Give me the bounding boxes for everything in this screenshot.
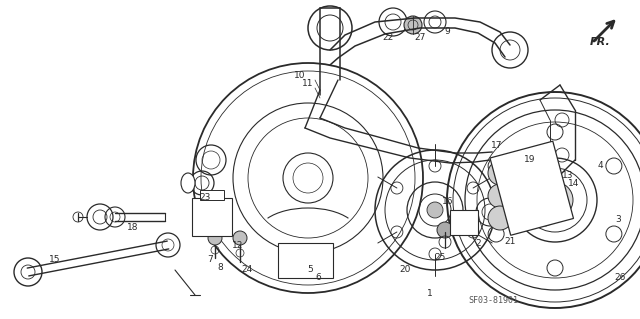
Text: 11: 11 [302, 78, 314, 87]
Text: 26: 26 [614, 273, 626, 283]
Text: 14: 14 [568, 179, 580, 188]
Text: 8: 8 [217, 263, 223, 272]
Text: 2: 2 [475, 239, 481, 248]
Text: 18: 18 [127, 224, 139, 233]
Text: 7: 7 [207, 256, 213, 264]
Text: FR.: FR. [590, 37, 611, 47]
Text: 21: 21 [504, 238, 516, 247]
Text: 17: 17 [492, 140, 503, 150]
Circle shape [537, 182, 573, 218]
Text: 6: 6 [315, 273, 321, 283]
Text: SF03-81901: SF03-81901 [468, 296, 518, 305]
Ellipse shape [181, 173, 195, 193]
Circle shape [498, 200, 522, 224]
Text: 15: 15 [49, 256, 61, 264]
Text: 5: 5 [307, 265, 313, 275]
Bar [278, 243, 333, 278]
Text: 12: 12 [232, 241, 244, 249]
Circle shape [427, 202, 443, 218]
Text: 16: 16 [442, 197, 454, 206]
Text: 10: 10 [294, 70, 306, 79]
Bar [490, 141, 573, 235]
Text: 24: 24 [241, 265, 253, 275]
Circle shape [404, 16, 422, 34]
Bar [200, 190, 224, 200]
Text: 25: 25 [435, 254, 445, 263]
Bar [450, 210, 478, 235]
Circle shape [488, 206, 512, 230]
Text: 13: 13 [563, 170, 573, 180]
Circle shape [437, 222, 453, 238]
Circle shape [488, 184, 512, 208]
Circle shape [208, 231, 222, 245]
Text: 27: 27 [414, 33, 426, 41]
Text: 20: 20 [399, 265, 411, 275]
Text: 19: 19 [524, 155, 536, 165]
Circle shape [233, 231, 247, 245]
Text: 1: 1 [427, 290, 433, 299]
Text: 9: 9 [444, 27, 450, 36]
Text: 22: 22 [382, 33, 394, 42]
Text: 23: 23 [199, 192, 211, 202]
Circle shape [488, 161, 512, 185]
Text: 3: 3 [615, 216, 621, 225]
Bar [192, 198, 232, 236]
Text: 4: 4 [597, 160, 603, 169]
